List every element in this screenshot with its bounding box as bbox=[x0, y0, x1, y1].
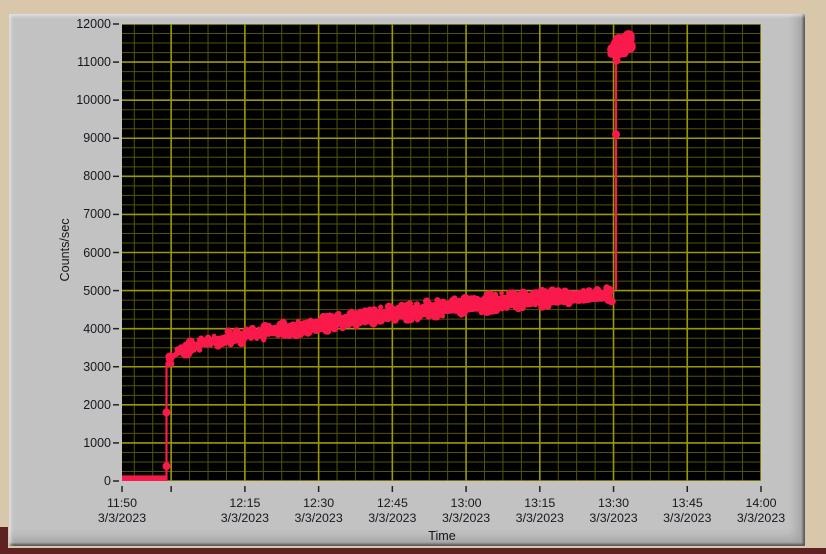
x-tick-time: 13:45 bbox=[671, 496, 703, 510]
x-tick-time: 13:30 bbox=[598, 496, 630, 510]
x-tick-label: 13:00 3/3/2023 bbox=[428, 496, 504, 526]
x-tick-date: 3/3/2023 bbox=[97, 511, 147, 525]
y-tick-marks bbox=[113, 23, 119, 482]
x-tick-date: 3/3/2023 bbox=[294, 511, 343, 525]
grid-lines bbox=[122, 24, 761, 481]
x-tick-date: 3/3/2023 bbox=[515, 511, 564, 525]
x-tick-time: 12:15 bbox=[229, 496, 261, 510]
x-tick-label: 13:30 3/3/2023 bbox=[576, 496, 652, 526]
x-tick-date: 3/3/2023 bbox=[589, 511, 638, 525]
y-tick-label: 11000 bbox=[77, 55, 111, 70]
y-tick-label: 3000 bbox=[83, 359, 111, 374]
grid-major bbox=[122, 24, 761, 481]
x-tick-time: 12:30 bbox=[303, 496, 335, 510]
x-tick-date: 3/3/2023 bbox=[220, 511, 269, 525]
plot-area[interactable] bbox=[9, 14, 805, 546]
x-tick-label: 12:45 3/3/2023 bbox=[354, 496, 430, 526]
y-tick-label: 7000 bbox=[83, 207, 111, 222]
x-tick-label: 12:30 3/3/2023 bbox=[281, 496, 357, 526]
x-tick-time: 13:15 bbox=[524, 496, 556, 510]
data-series bbox=[122, 30, 636, 481]
window-frame-bottom-edge bbox=[0, 548, 826, 554]
waveform-chart-panel: Counts/sec Time 12000 11000 10000 9000 8000 7… bbox=[9, 14, 805, 546]
x-tick-label: 13:15 3/3/2023 bbox=[502, 496, 578, 526]
x-tick-date: 3/3/2023 bbox=[736, 511, 786, 525]
y-tick-label: 8000 bbox=[83, 169, 111, 184]
y-tick-label: 2000 bbox=[83, 397, 111, 412]
window-frame-left-corner bbox=[0, 527, 8, 554]
x-tick-label: 13:45 3/3/2023 bbox=[649, 496, 725, 526]
x-tick-time: 12:45 bbox=[376, 496, 408, 510]
x-tick-label: 11:50 3/3/2023 bbox=[84, 496, 160, 526]
y-tick-label: 12000 bbox=[76, 17, 111, 31]
y-tick-label: 4000 bbox=[83, 321, 111, 336]
y-tick-label: 5000 bbox=[83, 283, 111, 298]
x-tick-marks bbox=[121, 486, 762, 492]
x-tick-date: 3/3/2023 bbox=[663, 511, 712, 525]
y-tick-label: 1000 bbox=[83, 435, 111, 450]
x-tick-label: 12:15 3/3/2023 bbox=[207, 496, 283, 526]
x-tick-label: 14:00 3/3/2023 bbox=[723, 496, 799, 526]
x-tick-time: 11:50 bbox=[106, 496, 138, 510]
y-tick-label: 10000 bbox=[76, 93, 111, 108]
y-tick-label: 9000 bbox=[83, 131, 111, 146]
x-tick-date: 3/3/2023 bbox=[441, 511, 491, 525]
y-tick-label: 6000 bbox=[83, 245, 111, 260]
x-axis-title: Time bbox=[428, 529, 456, 543]
x-tick-time: 13:00 bbox=[450, 496, 482, 510]
y-tick-label: 0 bbox=[104, 474, 111, 488]
x-tick-time: 14:00 bbox=[745, 496, 777, 510]
x-tick-date: 3/3/2023 bbox=[368, 511, 417, 525]
